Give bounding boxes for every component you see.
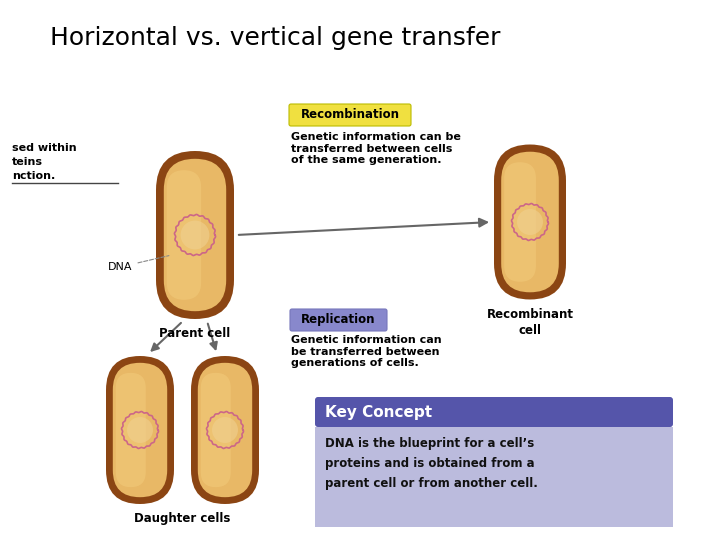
Circle shape bbox=[181, 221, 210, 249]
Text: Daughter cells: Daughter cells bbox=[135, 512, 230, 525]
FancyBboxPatch shape bbox=[494, 145, 566, 300]
FancyBboxPatch shape bbox=[116, 373, 145, 487]
FancyBboxPatch shape bbox=[315, 427, 673, 527]
Text: Genetic information can be
transferred between cells
of the same generation.: Genetic information can be transferred b… bbox=[291, 132, 461, 165]
FancyBboxPatch shape bbox=[290, 309, 387, 331]
FancyBboxPatch shape bbox=[167, 170, 201, 300]
FancyBboxPatch shape bbox=[164, 159, 226, 311]
Circle shape bbox=[517, 209, 543, 235]
Text: Recombinant
cell: Recombinant cell bbox=[487, 307, 574, 336]
FancyBboxPatch shape bbox=[198, 363, 252, 497]
FancyBboxPatch shape bbox=[501, 152, 559, 292]
Text: Genetic information can
be transferred between
generations of cells.: Genetic information can be transferred b… bbox=[291, 335, 441, 368]
Text: Replication: Replication bbox=[301, 314, 376, 327]
Text: teins: teins bbox=[12, 157, 43, 167]
Circle shape bbox=[127, 417, 153, 443]
Text: sed within: sed within bbox=[12, 143, 76, 153]
FancyBboxPatch shape bbox=[156, 151, 234, 319]
FancyBboxPatch shape bbox=[315, 397, 673, 427]
Text: Parent cell: Parent cell bbox=[159, 327, 230, 340]
Text: Horizontal vs. vertical gene transfer: Horizontal vs. vertical gene transfer bbox=[50, 26, 500, 50]
FancyBboxPatch shape bbox=[113, 363, 167, 497]
Circle shape bbox=[212, 417, 238, 443]
Text: DNA is the blueprint for a cell’s
proteins and is obtained from a
parent cell or: DNA is the blueprint for a cell’s protei… bbox=[325, 437, 538, 490]
FancyBboxPatch shape bbox=[106, 356, 174, 504]
Text: DNA: DNA bbox=[108, 255, 169, 272]
Text: Recombination: Recombination bbox=[300, 109, 400, 122]
Text: nction.: nction. bbox=[12, 171, 55, 181]
FancyBboxPatch shape bbox=[504, 162, 536, 282]
FancyBboxPatch shape bbox=[191, 356, 259, 504]
Text: Key Concept: Key Concept bbox=[325, 404, 432, 420]
FancyBboxPatch shape bbox=[289, 104, 411, 126]
FancyBboxPatch shape bbox=[201, 373, 230, 487]
